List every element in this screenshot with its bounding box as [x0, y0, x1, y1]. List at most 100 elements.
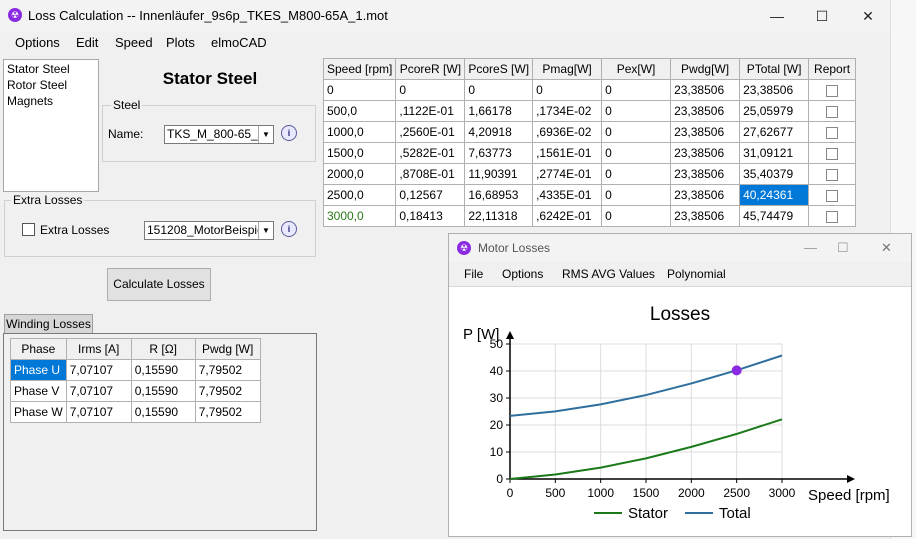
table-row[interactable]: Phase W 7,07107 0,15590 7,79502 [10, 401, 261, 423]
report-checkbox[interactable] [826, 210, 839, 223]
motor-close-button[interactable]: ✕ [881, 240, 892, 255]
loss-cell[interactable]: 23,38506 [670, 184, 741, 206]
table-row[interactable]: 1500,0,5282E-01 7,63773,1561E-01 0 23,38506… [322, 142, 857, 164]
table-row[interactable]: Phase U 7,07107 0,15590 7,79502 [10, 359, 261, 381]
report-checkbox[interactable] [826, 84, 839, 97]
report-checkbox[interactable] [826, 189, 839, 202]
loss-cell[interactable]: ,6242E-01 [532, 205, 603, 227]
report-checkbox[interactable] [826, 126, 839, 139]
loss-cell[interactable]: 11,90391 [464, 163, 534, 185]
table-row[interactable]: Phase V 7,07107 0,15590 7,79502 [10, 380, 261, 402]
loss-cell[interactable]: 1500,0 [322, 142, 397, 164]
loss-cell[interactable]: 23,38506 [670, 100, 741, 122]
list-item-magnets[interactable]: Magnets [7, 94, 54, 108]
maximize-button[interactable]: ☐ [815, 8, 829, 24]
minimize-button[interactable]: — [770, 8, 784, 24]
loss-cell[interactable]: ,2774E-01 [532, 163, 603, 185]
table-row[interactable]: 2000,0,8708E-01 11,90391,2774E-01 0 23,3850… [322, 163, 857, 185]
loss-cell[interactable]: 23,38506 [670, 121, 741, 143]
table-row[interactable]: 1000,0,2560E-01 4,20918,6936E-02 0 23,38506… [322, 121, 857, 143]
loss-cell[interactable]: 0 [601, 121, 672, 143]
pwdg-cell[interactable]: 7,79502 [194, 359, 261, 381]
list-item-rotor-steel[interactable]: Rotor Steel [7, 78, 68, 92]
loss-cell[interactable]: 0,12567 [395, 184, 466, 206]
phase-cell[interactable]: Phase V [10, 380, 67, 402]
menu-elmocad[interactable]: elmoCAD [211, 35, 267, 50]
loss-cell[interactable]: 0 [601, 100, 672, 122]
loss-cell[interactable]: 0 [601, 205, 672, 227]
loss-cell[interactable]: 0 [601, 79, 672, 101]
loss-cell[interactable]: 0 [601, 163, 672, 185]
loss-cell[interactable]: 31,09121 [739, 142, 810, 164]
r-cell[interactable]: 0,15590 [130, 401, 196, 423]
extra-losses-info-icon[interactable]: i [281, 221, 297, 237]
table-row[interactable]: 500,0,1122E-01 1,66178,1734E-02 0 23,38506 2… [322, 100, 857, 122]
menu-edit[interactable]: Edit [76, 35, 99, 50]
chevron-down-icon[interactable]: ▼ [258, 126, 273, 143]
extra-losses-select[interactable]: 151208_MotorBeispiel_ ▼ [144, 221, 274, 240]
loss-cell[interactable]: 2500,0 [322, 184, 397, 206]
motor-menu-rms-avg[interactable]: RMS AVG Values [562, 267, 655, 281]
phase-cell[interactable]: Phase U [10, 359, 67, 381]
menu-plots[interactable]: Plots [166, 35, 195, 50]
loss-cell[interactable]: 0 [322, 79, 397, 101]
irms-cell[interactable]: 7,07107 [65, 401, 132, 423]
loss-cell[interactable]: 45,74479 [739, 205, 810, 227]
loss-cell[interactable]: 2000,0 [322, 163, 397, 185]
loss-cell[interactable]: 1,66178 [464, 100, 534, 122]
report-checkbox[interactable] [826, 147, 839, 160]
loss-cell[interactable]: 23,38506 [670, 142, 741, 164]
chevron-down-icon[interactable]: ▼ [258, 222, 273, 239]
menu-speed[interactable]: Speed [115, 35, 153, 50]
loss-cell[interactable]: 35,40379 [739, 163, 810, 185]
table-row[interactable]: 2500,0 0,12567 16,68953,4335E-01 0 23,38506 4… [322, 184, 857, 206]
loss-cell[interactable]: ,1122E-01 [395, 100, 466, 122]
material-list[interactable]: Stator Steel Rotor Steel Magnets [3, 59, 99, 192]
motor-menu-options[interactable]: Options [502, 267, 544, 281]
r-cell[interactable]: 0,15590 [130, 359, 196, 381]
motor-maximize-button[interactable]: ☐ [837, 240, 849, 255]
menu-options[interactable]: Options [15, 35, 60, 50]
phase-cell[interactable]: Phase W [10, 401, 67, 423]
loss-cell[interactable]: 0 [601, 142, 672, 164]
tab-winding-losses[interactable]: Winding Losses [4, 314, 93, 334]
loss-cell[interactable]: 23,38506 [739, 79, 810, 101]
loss-cell[interactable]: 40,24361 [739, 184, 810, 206]
close-button[interactable]: ✕ [862, 8, 874, 24]
loss-cell[interactable]: ,1561E-01 [532, 142, 603, 164]
r-cell[interactable]: 0,15590 [130, 380, 196, 402]
loss-cell[interactable]: ,8708E-01 [395, 163, 466, 185]
loss-cell[interactable]: 22,11318 [464, 205, 534, 227]
loss-cell[interactable]: 0 [395, 79, 466, 101]
loss-cell[interactable]: ,5282E-01 [395, 142, 466, 164]
loss-cell[interactable]: ,4335E-01 [532, 184, 603, 206]
calculate-losses-button[interactable]: Calculate Losses [107, 268, 211, 301]
table-row[interactable]: 3000,0 0,18413 22,11318,6242E-01 0 23,38506 4… [322, 205, 857, 227]
loss-cell[interactable]: 4,20918 [464, 121, 534, 143]
motor-menu-file[interactable]: File [464, 267, 484, 281]
loss-cell[interactable]: 7,63773 [464, 142, 534, 164]
loss-cell[interactable]: 23,38506 [670, 79, 741, 101]
steel-name-select[interactable]: TKS_M_800-65_A ▼ [164, 125, 274, 144]
irms-cell[interactable]: 7,07107 [65, 380, 132, 402]
table-row[interactable]: 0 0 0 0 0 23,38506 23,38506 [322, 79, 857, 101]
list-item-stator-steel[interactable]: Stator Steel [7, 62, 70, 76]
loss-cell[interactable]: 16,68953 [464, 184, 534, 206]
loss-cell[interactable]: ,6936E-02 [532, 121, 603, 143]
loss-cell[interactable]: ,2560E-01 [395, 121, 466, 143]
loss-cell[interactable]: 500,0 [322, 100, 397, 122]
irms-cell[interactable]: 7,07107 [65, 359, 132, 381]
pwdg-cell[interactable]: 7,79502 [194, 401, 261, 423]
loss-cell[interactable]: 27,62677 [739, 121, 810, 143]
loss-cell[interactable]: 25,05979 [739, 100, 810, 122]
pwdg-cell[interactable]: 7,79502 [194, 380, 261, 402]
loss-cell[interactable]: 0,18413 [395, 205, 466, 227]
loss-cell[interactable]: 0 [464, 79, 534, 101]
motor-minimize-button[interactable]: — [804, 240, 817, 255]
loss-cell[interactable]: ,1734E-02 [532, 100, 603, 122]
loss-cell[interactable]: 3000,0 [322, 205, 397, 227]
steel-info-icon[interactable]: i [281, 125, 297, 141]
motor-menu-polynomial[interactable]: Polynomial [667, 267, 726, 281]
loss-cell[interactable]: 23,38506 [670, 205, 741, 227]
loss-cell[interactable]: 0 [532, 79, 603, 101]
